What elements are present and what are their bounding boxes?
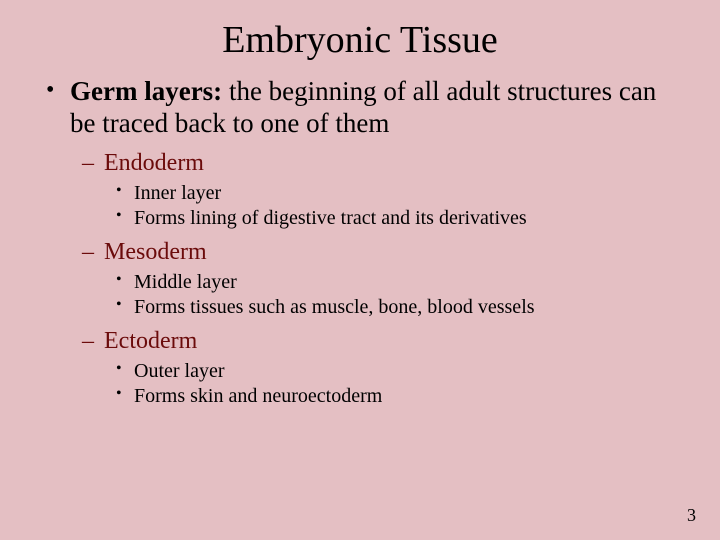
lvl2-label: Ectoderm [104,328,197,354]
slide-title: Embryonic Tissue [40,18,680,62]
lvl2-item-endoderm: Endoderm Inner layer Forms lining of dig… [104,148,680,231]
lvl2-label: Endoderm [104,150,204,176]
page-number: 3 [687,505,696,526]
lvl3-item: Inner layer [134,181,680,206]
lvl1-item: Germ layers: the beginning of all adult … [70,76,680,409]
lvl3-item: Forms skin and neuroectoderm [134,384,680,409]
bullet-list-lvl2: Endoderm Inner layer Forms lining of dig… [70,148,680,410]
lvl3-item: Forms tissues such as muscle, bone, bloo… [134,295,680,320]
lvl2-label: Mesoderm [104,239,207,265]
lvl3-item: Middle layer [134,270,680,295]
slide: Embryonic Tissue Germ layers: the beginn… [0,0,720,540]
lvl2-item-ectoderm: Ectoderm Outer layer Forms skin and neur… [104,326,680,409]
lvl1-term: Germ layers: [70,76,222,106]
bullet-list-lvl3: Outer layer Forms skin and neuroectoderm [104,359,680,409]
lvl2-item-mesoderm: Mesoderm Middle layer Forms tissues such… [104,237,680,320]
bullet-list-lvl1: Germ layers: the beginning of all adult … [40,76,680,409]
bullet-list-lvl3: Inner layer Forms lining of digestive tr… [104,181,680,231]
lvl3-item: Outer layer [134,359,680,384]
lvl3-item: Forms lining of digestive tract and its … [134,206,680,231]
bullet-list-lvl3: Middle layer Forms tissues such as muscl… [104,270,680,320]
